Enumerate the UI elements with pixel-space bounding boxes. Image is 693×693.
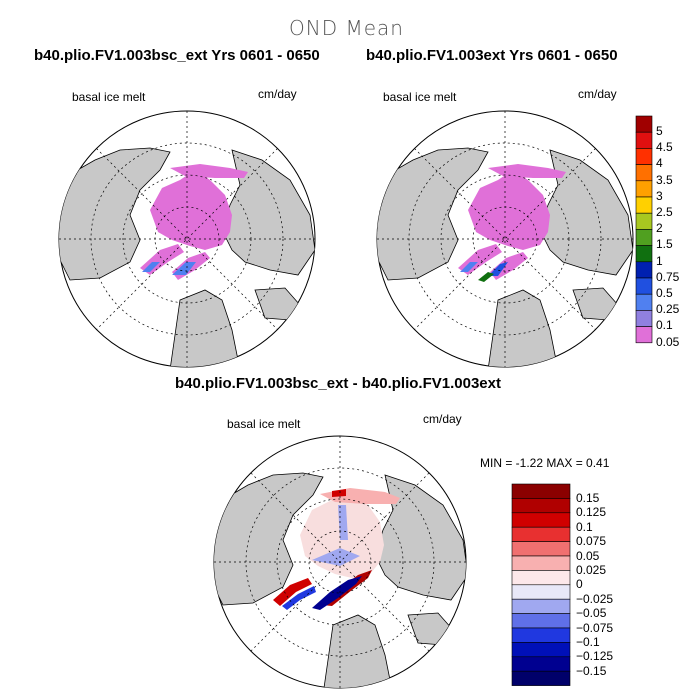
panel1-ice-blue2 — [142, 262, 160, 272]
panel2-ice-blue2 — [460, 262, 478, 272]
colorbar-swatch — [635, 196, 653, 214]
panel2-land-west — [377, 147, 489, 281]
panel3-diff-blue-left — [282, 586, 316, 610]
colorbar-swatch — [511, 598, 571, 614]
panel1-ice-blue — [172, 262, 196, 275]
panel1-graticule — [59, 111, 315, 367]
panel3-units: cm/day — [423, 412, 462, 426]
legend-diff-colorbar — [511, 483, 571, 686]
colorbar-label: 0.25 — [656, 302, 680, 317]
colorbar-swatch — [511, 526, 571, 542]
colorbar-label: 0.075 — [576, 534, 607, 549]
colorbar-label: 2 — [656, 221, 663, 236]
panel3-diff-blue-strip — [312, 548, 360, 566]
colorbar-label: 0.1 — [656, 318, 673, 333]
panel1-map — [58, 110, 316, 368]
colorbar-swatch — [511, 555, 571, 571]
colorbar-label: 0.125 — [576, 505, 607, 520]
colorbar-label: 1 — [656, 253, 663, 268]
colorbar-label: −0.125 — [576, 649, 614, 664]
panel3-diff-red-left — [273, 578, 312, 606]
panel2-map — [376, 110, 634, 368]
colorbar-swatch — [635, 229, 653, 246]
colorbar-label: 0.15 — [576, 491, 600, 505]
colorbar-label: −0.075 — [576, 620, 614, 635]
panel3-map — [213, 435, 467, 689]
colorbar-label: 1.5 — [656, 237, 673, 252]
colorbar-label: 3 — [656, 188, 663, 203]
colorbar-swatch — [511, 584, 571, 600]
colorbar-label: 0.1 — [576, 519, 593, 534]
colorbar-swatch — [511, 541, 571, 557]
panel1-variable: basal ice melt — [72, 90, 146, 104]
panel1-ice-central — [150, 170, 232, 250]
colorbar-label: 0.05 — [576, 548, 600, 563]
legend-top-colorbar — [635, 115, 653, 344]
colorbar-swatch — [635, 310, 653, 327]
panel2-ice-blue — [488, 262, 508, 276]
colorbar-label: −0.1 — [576, 635, 600, 649]
colorbar-swatch — [511, 656, 571, 672]
colorbar-swatch — [635, 212, 653, 230]
panel2-variable: basal ice melt — [383, 90, 457, 104]
panel3-land-south — [322, 614, 394, 688]
panel1-title: b40.plio.FV1.003bsc_ext Yrs 0601 - 0650 — [34, 47, 320, 64]
panel3-diff-red-spot — [332, 489, 346, 497]
colorbar-label: 2.5 — [656, 205, 673, 219]
panel1-land-west — [59, 147, 171, 281]
colorbar-swatch — [635, 148, 653, 165]
panel1-units: cm/day — [258, 87, 297, 101]
panel3-variable: basal ice melt — [227, 417, 301, 431]
panel1-land-east — [221, 149, 315, 276]
colorbar-swatch — [635, 164, 653, 182]
panel2-ice-central — [468, 170, 550, 250]
colorbar-label: −0.05 — [576, 606, 607, 621]
colorbar-swatch — [635, 131, 653, 149]
panel3-title: b40.plio.FV1.003bsc_ext - b40.plio.FV1.0… — [175, 375, 501, 392]
colorbar-swatch — [635, 115, 653, 133]
panel3-land-west — [214, 472, 324, 606]
panel1-ice-topstrip — [170, 164, 248, 178]
panel2-land-east — [539, 149, 633, 276]
colorbar-label: 5 — [656, 124, 663, 138]
colorbar-swatch — [511, 483, 571, 499]
panel1-land-south — [169, 289, 241, 367]
colorbar-label: 3.5 — [656, 172, 673, 187]
figure-title: OND Mean — [289, 16, 404, 40]
panel2-ice-topstrip — [488, 164, 566, 178]
colorbar-label: 0 — [576, 577, 583, 592]
colorbar-label: −0.025 — [576, 591, 614, 606]
panel2-title: b40.plio.FV1.003ext Yrs 0601 - 0650 — [366, 47, 618, 64]
colorbar-label: 0.05 — [656, 334, 680, 349]
colorbar-swatch — [635, 293, 653, 311]
colorbar-swatch — [511, 570, 571, 586]
panel3-stats: MIN = -1.22 MAX = 0.41 — [480, 456, 610, 470]
colorbar-swatch — [635, 277, 653, 295]
colorbar-swatch — [511, 642, 571, 658]
panel3-land-east — [374, 474, 466, 601]
panel2-graticule — [377, 111, 633, 367]
panel3-graticule — [214, 436, 466, 688]
panel2-land-south — [487, 289, 559, 367]
colorbar-swatch — [511, 670, 571, 686]
panel2-ice-green — [478, 272, 494, 282]
colorbar-label: 0.75 — [656, 269, 680, 284]
colorbar-swatch — [511, 512, 571, 528]
panel2-units: cm/day — [578, 87, 617, 101]
colorbar-label: 0.025 — [576, 563, 607, 577]
colorbar-swatch — [635, 180, 653, 198]
colorbar-swatch — [635, 261, 653, 279]
colorbar-label: 4 — [656, 156, 663, 171]
colorbar-swatch — [635, 326, 653, 344]
colorbar-label: 0.5 — [656, 286, 673, 300]
colorbar-swatch — [511, 627, 571, 643]
colorbar-label: −0.15 — [576, 663, 607, 678]
colorbar-swatch — [511, 613, 571, 629]
colorbar-label: 4.5 — [656, 140, 673, 155]
colorbar-swatch — [635, 245, 653, 263]
colorbar-swatch — [511, 498, 571, 514]
